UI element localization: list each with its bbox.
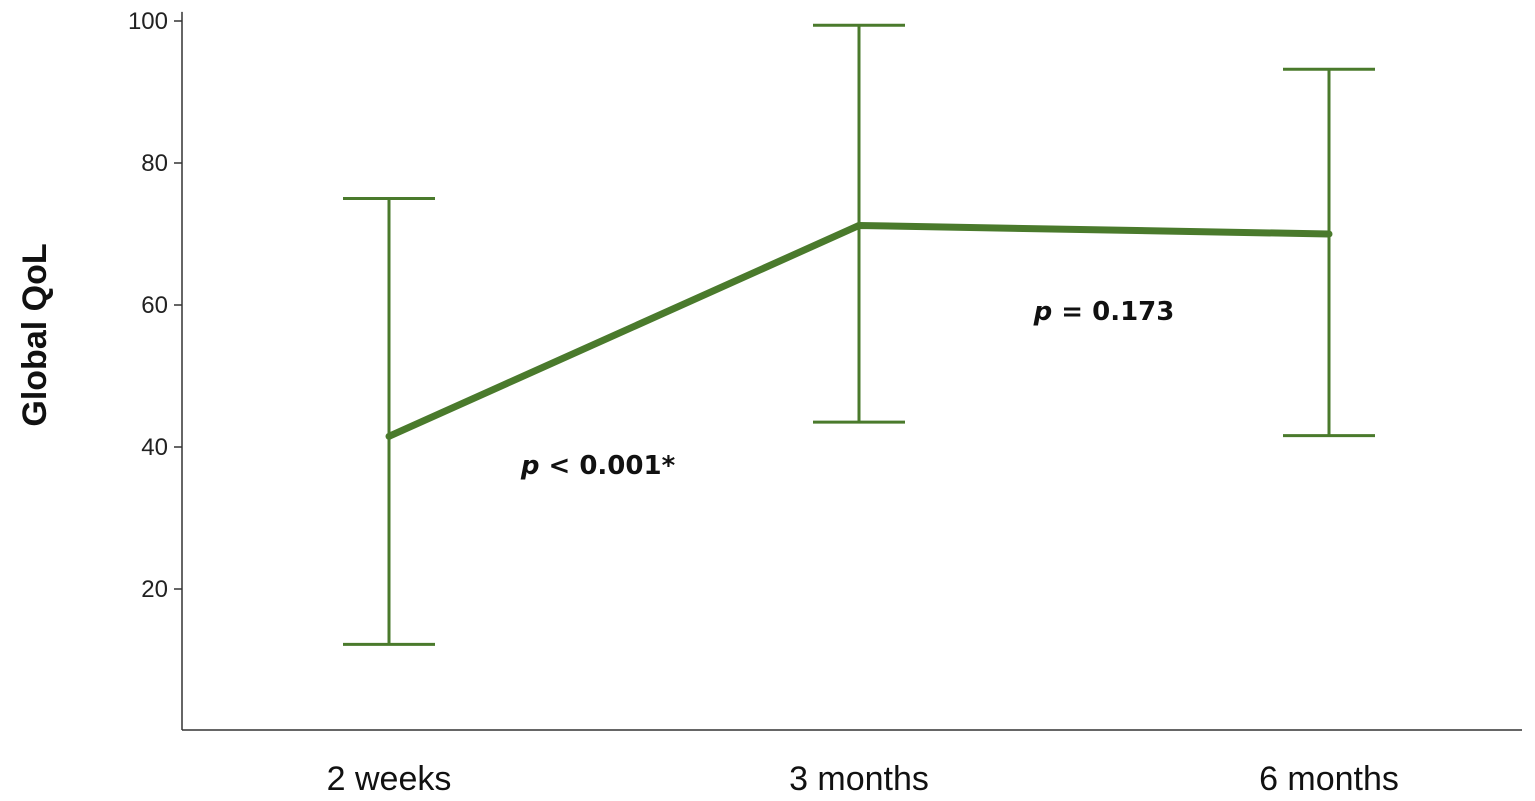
y-axis-label: Global QoL bbox=[16, 243, 54, 426]
x-tick-label-1: 2 weeks bbox=[327, 760, 452, 798]
data-point-2 bbox=[855, 221, 863, 229]
y-tick-label-40: 40 bbox=[141, 434, 168, 461]
annotation-text-1: < 0.001* bbox=[539, 451, 675, 481]
y-tick-label-20: 20 bbox=[141, 576, 168, 603]
annotation-p-value-2: p = 0.173 bbox=[1033, 297, 1175, 327]
annotation-text-2: = 0.173 bbox=[1052, 297, 1174, 327]
y-tick-label-80: 80 bbox=[141, 150, 168, 177]
annotation-p-symbol-1: p bbox=[520, 451, 540, 481]
x-tick-label-2: 3 months bbox=[789, 760, 929, 798]
x-tick-label-3: 6 months bbox=[1259, 760, 1399, 798]
annotation-p-symbol-2: p bbox=[1033, 297, 1053, 327]
annotation-p-value-1: p < 0.001* bbox=[520, 451, 676, 481]
data-point-1 bbox=[385, 432, 393, 440]
y-tick-label-100: 100 bbox=[128, 8, 168, 35]
data-point-3 bbox=[1325, 230, 1333, 238]
y-tick-label-60: 60 bbox=[141, 292, 168, 319]
